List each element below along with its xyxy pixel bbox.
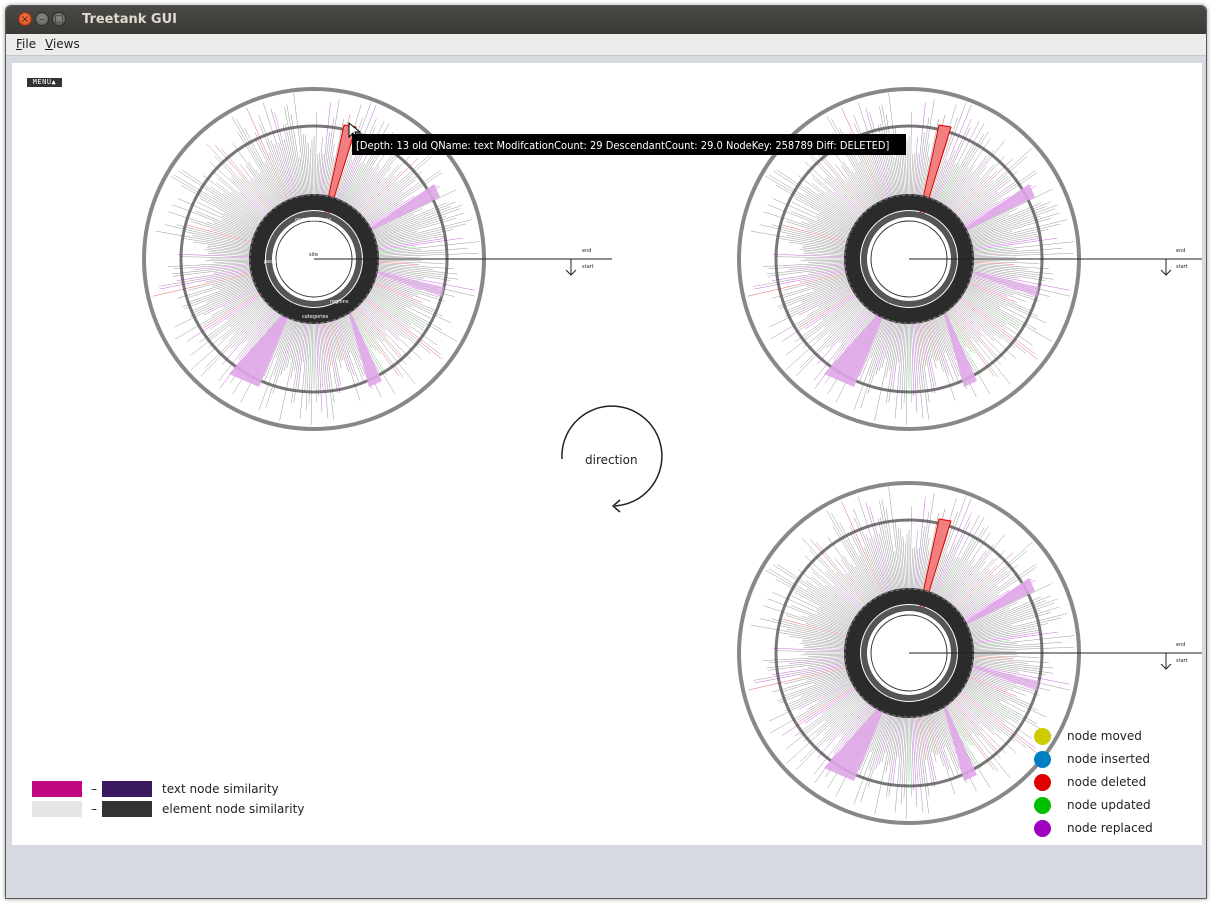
legend-label: node moved: [1067, 729, 1142, 743]
ring-label-people: people: [264, 259, 281, 265]
window-title: Treetank GUI: [82, 12, 177, 27]
legend-label: node deleted: [1067, 775, 1147, 789]
legend-label: node replaced: [1067, 821, 1153, 835]
close-button[interactable]: ×: [18, 12, 32, 26]
legend-node-deleted: node deleted: [1032, 774, 1202, 794]
axis-start-label-2: start: [1176, 264, 1188, 270]
text-similarity-high-swatch: [102, 781, 152, 797]
element-similarity-low-swatch: [32, 801, 82, 817]
visualization-canvas[interactable]: MENU▲: [12, 63, 1202, 845]
axis-end-label-1: end: [582, 248, 591, 254]
legend-node-replaced: node replaced: [1032, 820, 1202, 840]
deleted-dot-icon: [1034, 774, 1051, 791]
legend-dash: –: [91, 802, 97, 816]
text-similarity-low-swatch: [32, 781, 82, 797]
ring-label-open-auctions: open_auctions: [295, 217, 332, 223]
legend-label: node inserted: [1067, 752, 1150, 766]
ring-label-site: site: [309, 252, 318, 258]
element-similarity-high-swatch: [102, 801, 152, 817]
axis-arrows: [565, 259, 1172, 670]
tooltip-text: [Depth: 13 old QName: text ModifcationCo…: [356, 139, 889, 152]
legend-dash: –: [91, 782, 97, 796]
inserted-dot-icon: [1034, 751, 1051, 768]
diff-legend: node moved node inserted node deleted no…: [1032, 725, 1202, 843]
title-bar: × – □ Treetank GUI: [6, 6, 1206, 34]
sunburst-view-bottom-right[interactable]: [739, 483, 1202, 823]
sunburst-view-top-right[interactable]: [739, 89, 1202, 429]
view-ring-labels: open_auctions regions categories people …: [264, 217, 349, 320]
replaced-dot-icon: [1034, 820, 1051, 837]
axis-end-label-2: end: [1176, 248, 1185, 254]
menu-file[interactable]: File: [16, 37, 37, 51]
app-window: × – □ Treetank GUI File Views MENU▲: [5, 5, 1207, 899]
updated-dot-icon: [1034, 797, 1051, 814]
ring-label-categories: categories: [302, 314, 329, 320]
sunburst-view-top-left[interactable]: [144, 89, 612, 429]
element-node-similarity-label: element node similarity: [162, 802, 305, 816]
maximize-button[interactable]: □: [52, 12, 66, 26]
similarity-legend: – text node similarity – element node si…: [32, 776, 332, 822]
node-tooltip: [Depth: 13 old QName: text ModifcationCo…: [352, 134, 906, 155]
legend-node-updated: node updated: [1032, 797, 1202, 817]
menu-views[interactable]: Views: [45, 37, 80, 51]
axis-start-label-3: start: [1176, 658, 1188, 664]
legend-label: node updated: [1067, 798, 1151, 812]
minimize-button[interactable]: –: [35, 12, 49, 26]
ring-label-regions: regions: [330, 299, 349, 305]
direction-arrow-icon: [561, 405, 663, 507]
axis-start-label-1: start: [582, 264, 594, 270]
status-area: [12, 846, 1202, 898]
sunburst-views: open_auctions regions categories people …: [12, 63, 1202, 845]
legend-node-moved: node moved: [1032, 728, 1202, 748]
canvas-menu-toggle[interactable]: MENU▲: [27, 78, 62, 87]
direction-label: direction: [585, 453, 638, 467]
menu-bar: File Views: [6, 34, 1206, 56]
text-node-similarity-label: text node similarity: [162, 782, 279, 796]
moved-dot-icon: [1034, 728, 1051, 745]
axis-end-label-3: end: [1176, 642, 1185, 648]
legend-node-inserted: node inserted: [1032, 751, 1202, 771]
axis-labels: end start end start end start: [582, 248, 1188, 664]
